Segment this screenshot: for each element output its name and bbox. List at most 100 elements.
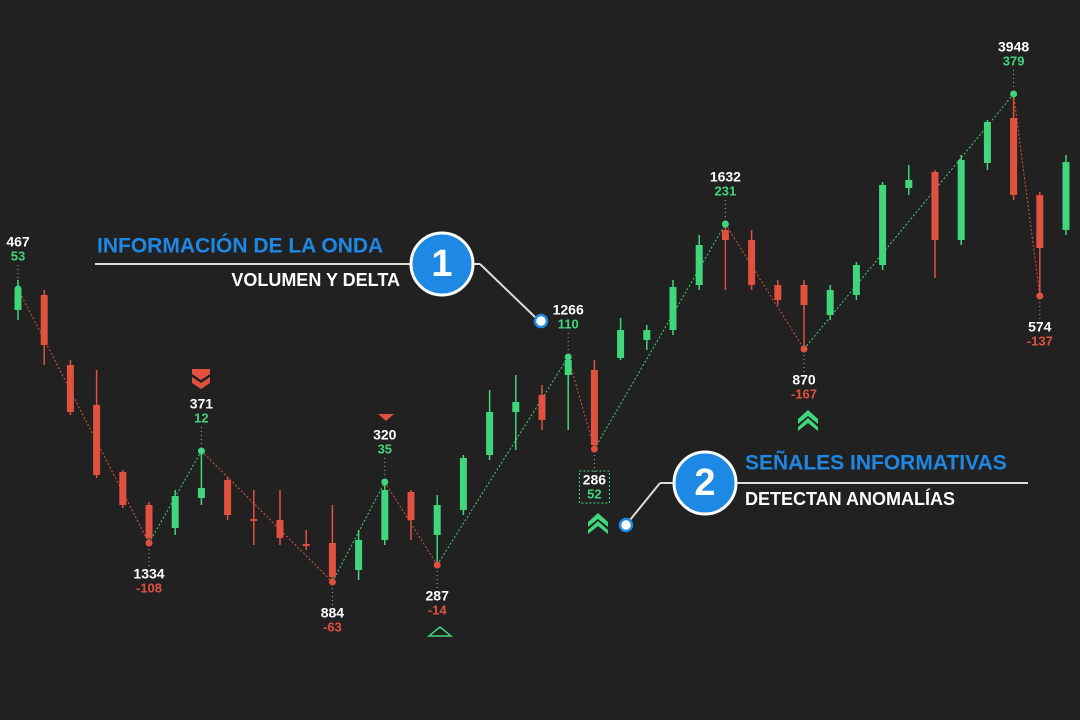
callout-number: 2 [694, 462, 715, 504]
callout-connector [479, 263, 537, 319]
candle-body [512, 402, 520, 412]
candle-body [224, 480, 232, 515]
wave-delta: -167 [791, 386, 817, 401]
wave-line [593, 223, 726, 450]
candle-body [983, 122, 991, 163]
signal-down [378, 414, 394, 421]
candle-body [617, 330, 625, 358]
signal-up [588, 513, 608, 534]
candle-body [931, 172, 939, 240]
wave-delta: -14 [428, 602, 448, 617]
candle-body [852, 265, 860, 295]
wave-delta: 52 [587, 486, 601, 501]
candle-body [93, 405, 101, 475]
wave-line [201, 450, 333, 583]
wave-line [1013, 93, 1041, 297]
wave-volume: 870 [792, 372, 816, 388]
candle-body [328, 543, 336, 577]
wave-delta: -63 [323, 619, 342, 634]
callout-title: SEÑALES INFORMATIVAS [745, 452, 1007, 475]
candle-body [800, 285, 808, 305]
wave-pivot [381, 478, 389, 486]
candle-body [40, 295, 48, 345]
wave-volume: 286 [583, 472, 607, 488]
candle-body [459, 458, 467, 510]
candle-body [590, 370, 598, 445]
wave-line [724, 223, 805, 350]
candle-body [774, 285, 782, 300]
callout-badge [409, 231, 475, 297]
candle-body [905, 180, 913, 188]
candle-body [197, 488, 205, 498]
candle-body [250, 519, 258, 521]
wave-pivot [14, 285, 22, 293]
callout-ring [618, 517, 634, 533]
signal-up [798, 410, 818, 431]
callout: 1 INFORMACIÓN DE LA ONDA VOLUMEN Y DELTA [95, 231, 549, 329]
wave-line [436, 356, 569, 566]
candle-body [669, 287, 677, 330]
candle-body [407, 492, 415, 520]
signal-up [426, 626, 454, 637]
candle-body [879, 185, 887, 265]
candle-body [119, 472, 127, 505]
wave-delta: 110 [558, 316, 579, 331]
callout-connector [629, 482, 661, 521]
callout-ring [533, 313, 549, 329]
wave-volume: 3948 [998, 39, 1029, 55]
candle-body [564, 360, 572, 375]
wave-pivot [197, 447, 205, 455]
wave-delta: 35 [378, 441, 392, 456]
candle-body [1010, 118, 1018, 195]
wave-pivot [590, 445, 598, 453]
candle-body [643, 330, 651, 340]
wave-delta: -108 [136, 580, 162, 595]
callout-number: 1 [431, 243, 452, 285]
candle-body [433, 505, 441, 535]
callout-subtitle: VOLUMEN Y DELTA [231, 270, 400, 290]
callout-badge [672, 450, 738, 516]
candle-body [381, 490, 389, 540]
candle-body [695, 245, 703, 285]
wave-pivot [721, 220, 729, 228]
wave-pivot [800, 345, 808, 353]
wave-pivot [433, 561, 441, 569]
candle-body [14, 290, 22, 310]
candle-body [1036, 195, 1044, 248]
callout: 2 SEÑALES INFORMATIVAS DETECTAN ANOMALÍA… [618, 450, 1028, 533]
wave-volume: 287 [426, 588, 450, 604]
wave-line [803, 93, 1014, 350]
signals [192, 369, 818, 637]
wave-pivot [328, 578, 336, 586]
wave-volume: 1266 [553, 302, 584, 318]
wave-volume: 574 [1028, 319, 1052, 335]
candle-body [538, 395, 546, 420]
wave-volume: 320 [373, 427, 397, 443]
wave-volume: 371 [190, 396, 214, 412]
callout-subtitle: DETECTAN ANOMALÍAS [745, 488, 955, 509]
candle-body [355, 540, 363, 570]
wave-volume: 1334 [133, 566, 164, 582]
wave-delta: 379 [1003, 53, 1025, 68]
wave-delta: 12 [194, 410, 208, 425]
candle-body [1062, 162, 1070, 230]
wave-pivot [564, 353, 572, 361]
wave-volume: 467 [6, 234, 30, 250]
wave-pivot [1010, 90, 1018, 98]
candle-body [826, 290, 834, 315]
candle-body [302, 544, 310, 546]
wave-pivot [1036, 292, 1044, 300]
candle-body [721, 230, 729, 240]
signal-down [192, 369, 210, 389]
candle-body [276, 520, 284, 538]
wave-delta: -137 [1027, 333, 1053, 348]
candle-body [957, 160, 965, 240]
wave-pivot [145, 539, 153, 547]
candle-body [66, 365, 74, 412]
candle-body [145, 505, 153, 538]
candle-body [748, 240, 756, 285]
anomaly-box [578, 470, 610, 504]
callout-title: INFORMACIÓN DE LA ONDA [97, 234, 383, 258]
